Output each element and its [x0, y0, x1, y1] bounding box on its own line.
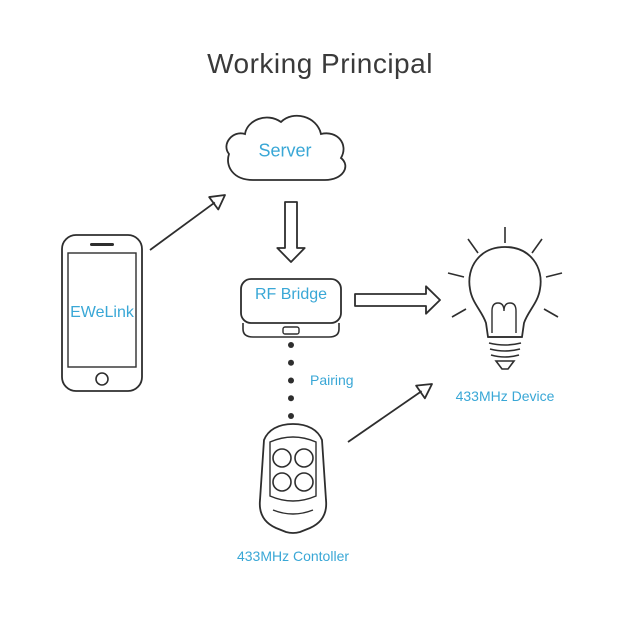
remote-label: 433MHz Contoller: [237, 548, 349, 564]
pairing-label: Pairing: [310, 372, 354, 388]
cloud-label: Server: [258, 141, 311, 162]
remote-icon: [248, 420, 338, 538]
bridge-label: RF Bridge: [255, 286, 327, 304]
bulb-label: 433MHz Device: [456, 388, 555, 404]
cloud-node: Server: [215, 108, 355, 198]
page-title: Working Principal: [207, 48, 433, 80]
bridge-icon: [237, 275, 345, 340]
bulb-icon: [440, 225, 570, 375]
bulb-node: [440, 225, 570, 375]
bridge-node: RF Bridge: [237, 275, 345, 340]
phone-label: EWeLink: [70, 304, 134, 322]
remote-node: [248, 420, 338, 538]
phone-node: EWeLink: [60, 233, 144, 393]
